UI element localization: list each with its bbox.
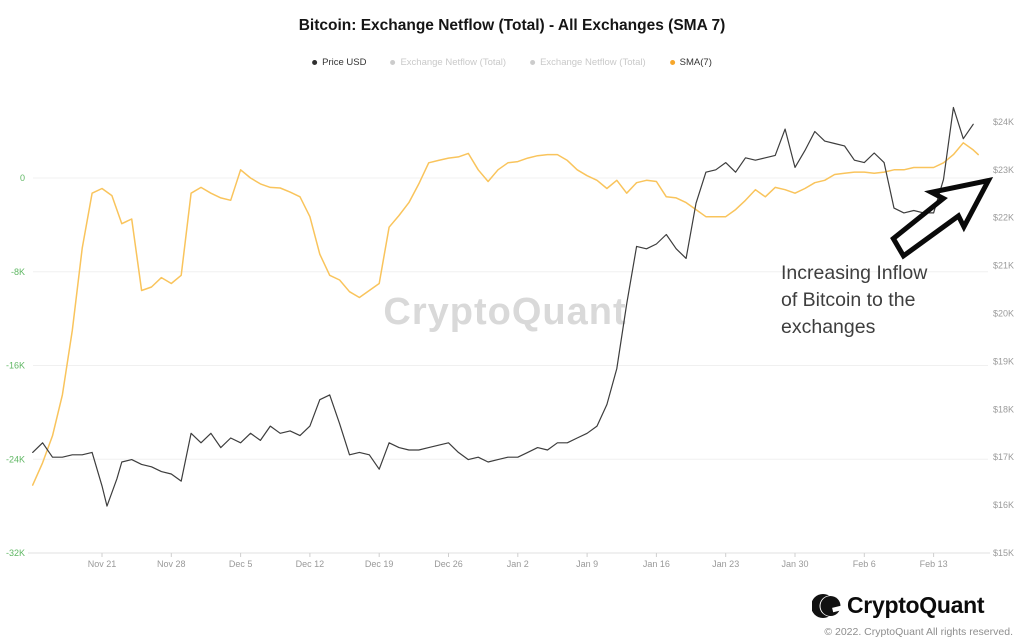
right-axis-label: $15K bbox=[993, 548, 1014, 558]
legend-item[interactable]: Exchange Netflow (Total) bbox=[530, 57, 646, 68]
netflow-chart[interactable]: 0 -8K -16K -24K -32K $24K $23K $22K $21K $20K $19K… bbox=[0, 75, 1024, 585]
x-axis-label: Jan 30 bbox=[781, 559, 808, 569]
right-axis-label: $18K bbox=[993, 404, 1014, 414]
right-axis-label: $16K bbox=[993, 500, 1014, 510]
right-axis-label: $23K bbox=[993, 165, 1014, 175]
x-axis-label: Jan 23 bbox=[712, 559, 739, 569]
annotation-line: Increasing Inflow bbox=[781, 262, 928, 284]
x-axis-label: Dec 19 bbox=[365, 559, 394, 569]
right-axis-label: $17K bbox=[993, 452, 1014, 462]
cryptoquant-logo-icon bbox=[812, 593, 841, 618]
series-line-price-usd bbox=[32, 106, 974, 507]
chart-plot-area[interactable]: 0 -8K -16K -24K -32K $24K $23K $22K $21K $20K $19K… bbox=[6, 106, 1014, 570]
legend-dot-icon bbox=[312, 60, 318, 65]
left-axis-label: -16K bbox=[6, 361, 25, 371]
right-axis-label: $19K bbox=[993, 356, 1014, 366]
annotation-line: exchanges bbox=[781, 316, 876, 338]
legend-dot-icon bbox=[530, 60, 536, 65]
x-axis-label: Jan 16 bbox=[643, 559, 670, 569]
x-axis-label: Nov 21 bbox=[88, 559, 117, 569]
chart-title: Bitcoin: Exchange Netflow (Total) - All … bbox=[298, 17, 726, 34]
right-axis-label: $22K bbox=[993, 213, 1014, 223]
series-line-sma-7- bbox=[31, 142, 979, 486]
legend-item[interactable]: Exchange Netflow (Total) bbox=[390, 57, 506, 68]
legend: Price USD Exchange Netflow (Total) Exchang… bbox=[312, 57, 712, 68]
x-axis-label: Dec 5 bbox=[229, 559, 253, 569]
copyright-text: © 2022. CryptoQuant All rights reserved. bbox=[824, 626, 1013, 638]
brand-name: CryptoQuant bbox=[847, 592, 985, 618]
x-axis-label: Nov 28 bbox=[157, 559, 186, 569]
legend-item[interactable]: Price USD bbox=[312, 57, 366, 68]
legend-label: Exchange Netflow (Total) bbox=[400, 57, 507, 68]
x-axis-label: Jan 2 bbox=[507, 559, 529, 569]
annotation-line: of Bitcoin to the bbox=[781, 289, 916, 311]
legend-label: SMA(7) bbox=[679, 57, 712, 68]
left-axis-label: -24K bbox=[6, 454, 25, 464]
x-axis-label: Dec 12 bbox=[296, 559, 325, 569]
right-axis-label: $24K bbox=[993, 117, 1014, 127]
left-axis-label: -8K bbox=[11, 267, 25, 277]
x-axis-label: Feb 6 bbox=[853, 559, 876, 569]
right-axis-label: $20K bbox=[993, 309, 1014, 319]
legend-label: Exchange Netflow (Total) bbox=[540, 57, 646, 68]
legend-item[interactable]: SMA(7) bbox=[669, 57, 712, 68]
legend-label: Price USD bbox=[322, 57, 367, 68]
x-axis-label: Dec 26 bbox=[434, 559, 463, 569]
x-axis-label: Jan 9 bbox=[576, 559, 598, 569]
legend-dot-icon bbox=[390, 60, 396, 65]
right-axis-label: $21K bbox=[993, 261, 1014, 271]
left-axis-label: 0 bbox=[20, 173, 25, 183]
x-axis-label: Feb 13 bbox=[920, 559, 948, 569]
legend-dot-icon bbox=[669, 60, 675, 65]
inflow-annotation-text: Increasing Inflow of Bitcoin to the exch… bbox=[781, 260, 927, 341]
cryptoquant-watermark: CryptoQuant bbox=[383, 291, 627, 333]
left-axis-label: -32K bbox=[6, 548, 25, 558]
inflow-arrow-annotation bbox=[890, 177, 994, 260]
cryptoquant-brand: CryptoQuant bbox=[812, 592, 985, 619]
